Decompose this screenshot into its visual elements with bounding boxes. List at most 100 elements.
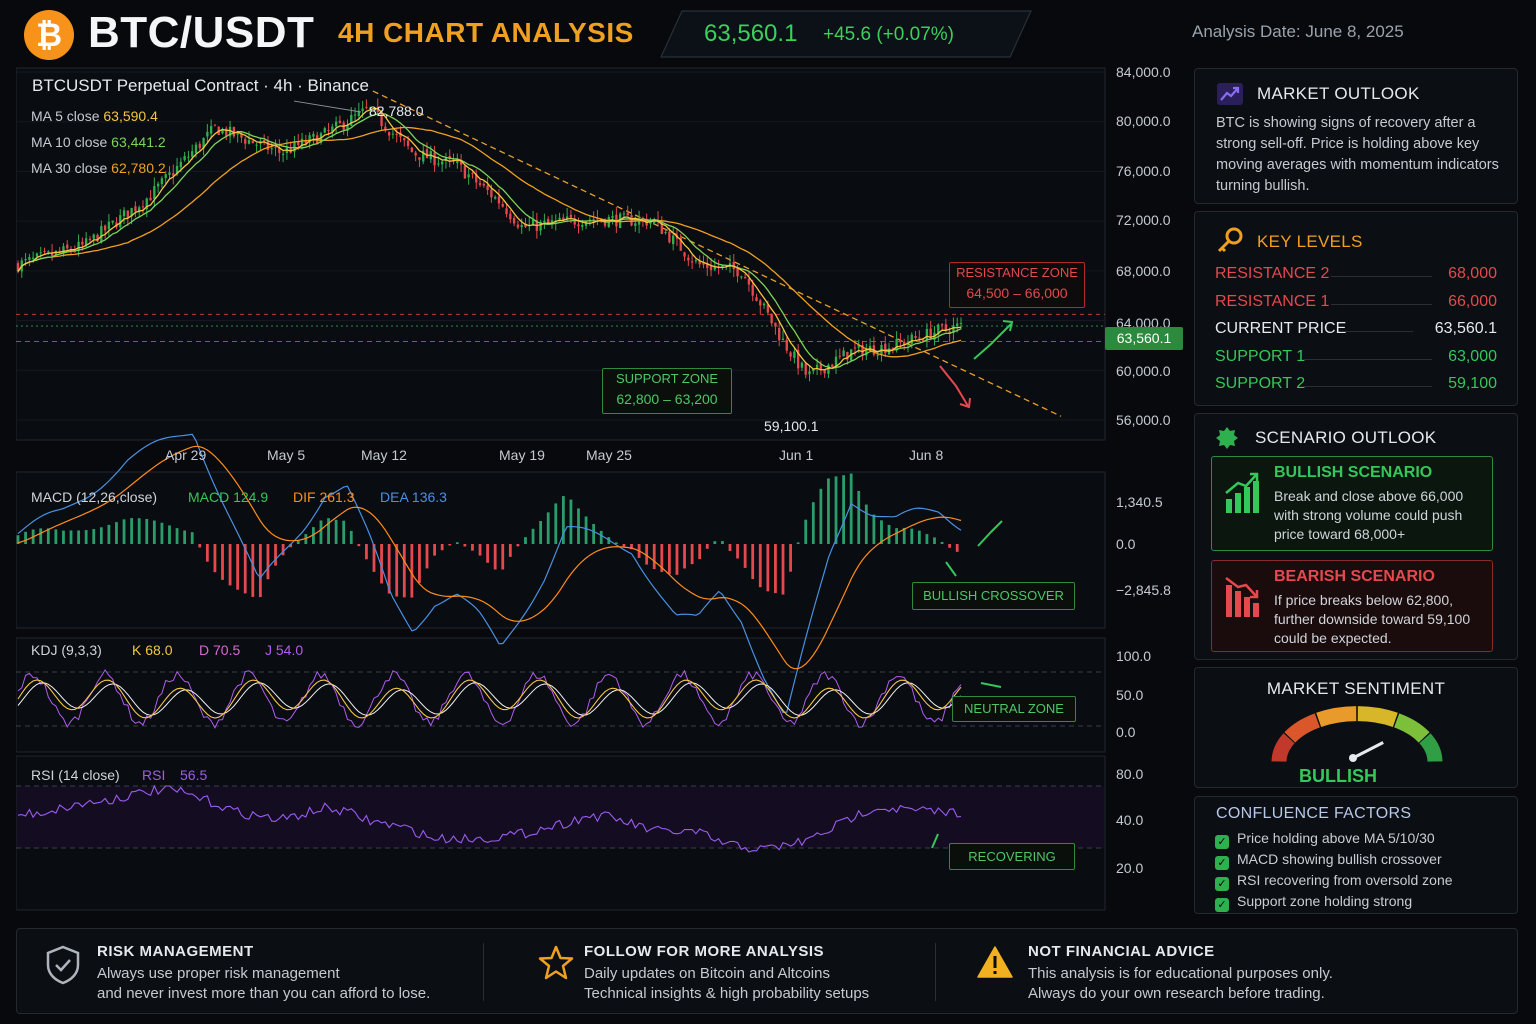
macd-histogram-bar	[334, 519, 338, 544]
macd-histogram-bar	[501, 544, 505, 570]
candle-body	[512, 217, 516, 224]
downtrend-line	[372, 90, 1062, 417]
macd-histogram-bar	[743, 544, 747, 568]
candle-body	[209, 126, 213, 134]
candle-body	[868, 345, 872, 350]
macd-histogram-bar	[690, 544, 694, 565]
candle-body	[876, 354, 879, 356]
macd-histogram-bar	[84, 530, 88, 544]
gauge-segment	[1419, 733, 1443, 763]
rsi-y-tick: 20.0	[1116, 860, 1144, 876]
candle-body	[467, 174, 470, 178]
key-level-value: 66,000	[1448, 292, 1497, 310]
candle-body	[84, 238, 88, 245]
candle-body	[694, 260, 698, 262]
candle-body	[565, 216, 569, 220]
candle-body	[486, 185, 489, 191]
candle-body	[191, 151, 194, 157]
header: ₿ BTC/USDT 4H CHART ANALYSIS 63,560.1 +4…	[0, 0, 1536, 66]
candle-body	[838, 355, 841, 357]
macd-histogram-bar	[592, 523, 596, 544]
candle-body	[262, 140, 266, 142]
candle-body	[509, 213, 512, 220]
candle-body	[690, 261, 694, 263]
candle-body	[331, 126, 334, 132]
bullish-arrowhead	[1002, 320, 1014, 332]
candle-body	[815, 364, 819, 368]
candle-body	[418, 157, 421, 160]
checkbox-icon: ✓	[1215, 877, 1229, 891]
kdj-k-value: K 68.0	[132, 642, 173, 658]
candle-body	[891, 347, 895, 349]
candle-body	[28, 257, 31, 260]
candle-body	[96, 234, 99, 242]
candle-body	[145, 198, 148, 210]
y-tick: 76,000.0	[1116, 163, 1171, 179]
footer: RISK MANAGEMENT Always use proper risk m…	[16, 928, 1518, 1014]
macd-y-tick: 1,340.5	[1116, 494, 1163, 510]
candle-body	[857, 344, 860, 348]
chart-canvas[interactable]	[16, 66, 1186, 912]
key-level-row: RESISTANCE 1 66,000	[1215, 293, 1497, 315]
candle-body	[577, 224, 580, 227]
macd-histogram-bar	[493, 544, 497, 570]
macd-histogram-bar	[145, 518, 149, 544]
sentiment-value: BULLISH	[1299, 766, 1377, 786]
chart-panel[interactable]: BTCUSDT Perpetual Contract · 4h · Binanc…	[16, 64, 1186, 912]
grid-lines	[16, 71, 1105, 421]
current-price-tag: 63,560.1	[1105, 327, 1183, 350]
macd-histogram-bar	[902, 527, 906, 544]
shield-check-icon	[46, 945, 80, 985]
candle-body	[490, 189, 493, 198]
macd-histogram-bar	[933, 537, 936, 544]
macd-histogram-bar	[228, 544, 232, 586]
macd-histogram-bar	[721, 541, 724, 544]
macd-histogram-bar	[266, 544, 270, 580]
macd-series	[16, 433, 1003, 714]
candle-body	[796, 349, 800, 369]
macd-histogram-bar	[819, 488, 823, 544]
rsi-y-tick: 80.0	[1116, 766, 1144, 782]
candle-body	[274, 146, 277, 148]
macd-histogram-bar	[46, 528, 50, 544]
market-sentiment-title: MARKET SENTIMENT	[1266, 679, 1446, 698]
candle-body	[107, 221, 111, 230]
gauge-segment	[1357, 706, 1398, 728]
y-tick: 60,000.0	[1116, 363, 1171, 379]
confluence-text: MACD showing bullish crossover	[1237, 851, 1442, 867]
candlesticks	[16, 98, 963, 382]
macd-histogram-bar	[115, 522, 118, 544]
candle-body	[225, 128, 228, 137]
pair-title: BTC/USDT	[88, 8, 315, 57]
macd-histogram-bar	[728, 544, 732, 551]
macd-histogram-bar	[349, 530, 353, 544]
candle-body	[899, 340, 902, 343]
candle-body	[800, 362, 804, 368]
x-tick: Apr 29	[165, 447, 207, 463]
ma30-name: MA 30 close	[31, 160, 108, 176]
candle-body	[740, 276, 743, 278]
candle-body	[781, 338, 785, 341]
macd-histogram-bar	[880, 520, 883, 544]
candle-body	[425, 149, 429, 159]
candle-body	[770, 313, 773, 324]
candle-body	[562, 217, 565, 221]
macd-histogram-bar	[77, 530, 80, 544]
macd-histogram-bar	[660, 544, 664, 573]
annotations	[293, 100, 1014, 409]
macd-histogram-bar	[39, 528, 43, 544]
bearish-scenario-title: BEARISH SCENARIO	[1274, 568, 1435, 585]
bullish-scenario-title: BULLISH SCENARIO	[1274, 464, 1433, 481]
candle-body	[895, 339, 898, 351]
candle-body	[918, 337, 921, 339]
macd-histogram-bar	[569, 499, 573, 544]
ma5-name: MA 5 close	[31, 108, 100, 124]
risk-line-2: and never invest more than you can affor…	[97, 985, 431, 1002]
advice-line-1: This analysis is for educational purpose…	[1028, 965, 1333, 982]
macd-histogram-bar	[667, 544, 671, 575]
candle-body	[853, 347, 857, 349]
key-level-leader	[1340, 331, 1413, 332]
macd-histogram-bar	[546, 512, 550, 544]
candle-body	[304, 139, 307, 144]
kdj-series	[16, 669, 1105, 729]
